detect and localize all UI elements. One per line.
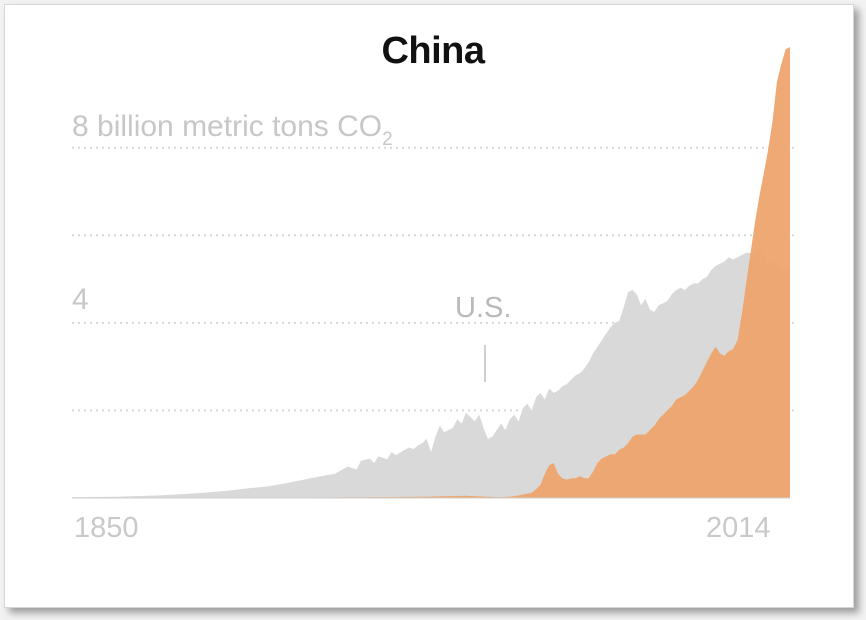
y-axis-unit-text: 8 billion metric tons CO bbox=[72, 110, 383, 143]
y-axis-unit-label: 8 billion metric tons CO2 bbox=[72, 110, 393, 150]
y-axis-unit-subscript: 2 bbox=[382, 129, 393, 150]
area-china bbox=[72, 47, 790, 498]
chart-title: China bbox=[381, 30, 485, 72]
x-tick-label-start: 1850 bbox=[74, 512, 139, 544]
area-us bbox=[72, 250, 790, 498]
y-tick-label-4: 4 bbox=[72, 283, 89, 316]
x-tick-label-end: 2014 bbox=[706, 512, 771, 544]
us-annotation-label: U.S. bbox=[455, 292, 512, 324]
